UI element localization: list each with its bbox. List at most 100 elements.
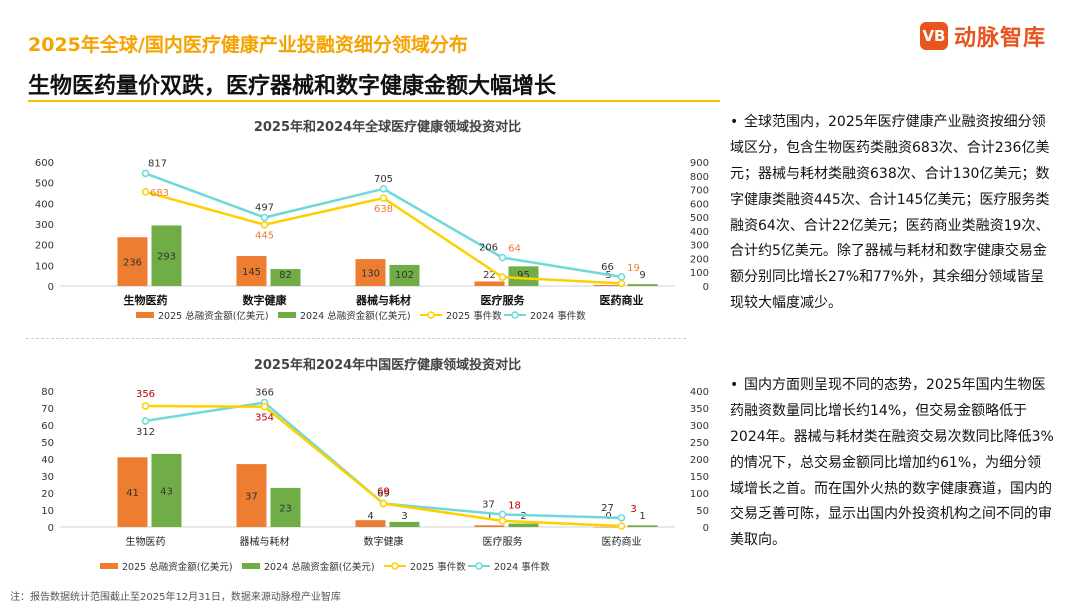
chart-divider xyxy=(26,338,686,339)
event-2024-label: 312 xyxy=(136,427,155,438)
bar-2025-label: 1 xyxy=(486,511,492,522)
bar-2025 xyxy=(355,520,386,527)
category-label: 器械与耗材 xyxy=(355,293,411,307)
line-2025-point xyxy=(260,402,269,411)
line-2025-point xyxy=(379,194,388,202)
bar-2024-label: 102 xyxy=(395,270,414,281)
bullet-icon: • xyxy=(730,114,739,130)
logo-text: 动脉智库 xyxy=(953,26,1046,51)
bar-2024-label: 3 xyxy=(401,511,407,522)
text-global-body: 全球范围内，2025年医疗健康产业融资按细分领域区分，包含生物医药类融资683次… xyxy=(730,114,1050,312)
event-2024-label: 66 xyxy=(601,262,614,273)
y-tick-label: 80 xyxy=(41,387,54,398)
event-2025-label: 18 xyxy=(508,500,521,511)
bar-2024 xyxy=(270,269,301,286)
text-china-body: 国内方面则呈现不同的态势，2025年国内生物医药融资数量同比增长约14%，但交易… xyxy=(730,377,1054,549)
line-2025-point xyxy=(141,402,150,410)
text-china: • 国内方面则呈现不同的态势，2025年国内生物医药融资数量同比增长约14%，但交… xyxy=(730,373,1055,554)
line-2025 xyxy=(145,404,622,528)
legend-swatch xyxy=(242,563,260,569)
y2-tick-label: 250 xyxy=(690,438,709,449)
bullet-icon: • xyxy=(730,377,739,393)
bar-2024 xyxy=(151,225,182,286)
category-label: 医疗服务 xyxy=(481,293,526,307)
y2-tick-label: 0 xyxy=(703,282,709,293)
y2-tick-label: 0 xyxy=(703,523,709,534)
bar-2025 xyxy=(117,457,148,527)
bar-2025-label: 130 xyxy=(361,269,380,280)
bar-2024-label: 1 xyxy=(639,511,645,522)
event-2024-label: 27 xyxy=(601,503,614,514)
legend-label: 2024 总融资金额(亿美元) xyxy=(300,310,411,322)
bar-2024-label: 43 xyxy=(160,486,173,497)
event-2024-label: 69 xyxy=(377,489,390,500)
event-2025-label: 19 xyxy=(627,263,640,274)
event-2024-label: 497 xyxy=(255,203,274,214)
bar-2024-label: 82 xyxy=(279,270,292,281)
bar-2025-label: 236 xyxy=(123,258,142,269)
y-tick-label: 30 xyxy=(41,472,54,483)
legend-label: 2024 事件数 xyxy=(530,310,586,322)
event-2025-label: 356 xyxy=(136,389,155,400)
bar-2025-label: 4 xyxy=(367,511,373,522)
legend-marker xyxy=(475,562,483,570)
bar-2024-label: 9 xyxy=(639,270,645,281)
y-tick-label: 10 xyxy=(41,506,54,517)
bar-2024-label: 23 xyxy=(279,503,292,514)
bar-2025 xyxy=(593,527,624,528)
bar-2024 xyxy=(151,453,182,527)
bar-2025 xyxy=(474,281,505,286)
category-label: 医药商业 xyxy=(600,293,644,307)
legend-label: 2024 总融资金额(亿美元) xyxy=(264,561,375,573)
y2-tick-label: 800 xyxy=(690,172,709,183)
bar-2025 xyxy=(355,259,386,286)
brand-logo: VB 动脉智库 xyxy=(919,20,1046,52)
bar-2025-label: 37 xyxy=(245,492,258,503)
chart-title: 2025年和2024年中国医疗健康领域投资对比 xyxy=(254,357,521,373)
y-tick-label: 50 xyxy=(41,438,54,449)
line-2025-point xyxy=(379,499,388,508)
bar-2025-label: 41 xyxy=(126,488,139,499)
category-label: 医药商业 xyxy=(602,535,642,548)
category-label: 器械与耗材 xyxy=(240,535,290,548)
event-2025-label: 69 xyxy=(377,487,390,498)
y2-tick-label: 50 xyxy=(696,506,709,517)
bar-2025 xyxy=(236,256,267,286)
bar-2024-label: 2 xyxy=(520,511,526,522)
line-2025-point xyxy=(141,188,150,196)
y-tick-label: 20 xyxy=(41,489,54,500)
bar-2024 xyxy=(627,284,658,286)
y2-tick-label: 100 xyxy=(690,489,709,500)
legend-label: 2025 总融资金额(亿美元) xyxy=(122,561,233,573)
line-2024-point xyxy=(617,514,626,522)
bar-2024 xyxy=(627,525,658,527)
y-tick-label: 500 xyxy=(35,179,54,190)
line-2024-point xyxy=(260,213,269,222)
bar-2025 xyxy=(236,464,267,527)
bar-2024 xyxy=(389,264,420,286)
event-2025-label: 354 xyxy=(255,413,274,424)
global-investment-chart: 2025年和2024年全球医疗健康领域投资对比 0 100 200 300 400 500 6… xyxy=(35,119,709,322)
event-2025-label: 683 xyxy=(150,188,169,199)
bar-2024 xyxy=(508,266,539,286)
china-investment-chart: 2025年和2024年中国医疗健康领域投资对比01020304050607080… xyxy=(41,357,709,573)
category-label: 生物医药 xyxy=(126,535,166,548)
event-2024-label: 37 xyxy=(482,499,495,510)
y-tick-label: 0 xyxy=(48,282,54,293)
bar-2024 xyxy=(389,521,420,527)
category-label: 数字健康 xyxy=(243,293,288,307)
line-2025-point xyxy=(260,220,269,229)
line-2025-point xyxy=(617,522,626,530)
legend-swatch xyxy=(100,563,118,569)
legend-label: 2025 事件数 xyxy=(410,561,466,573)
bar-2025 xyxy=(474,525,505,527)
event-2024-label: 705 xyxy=(374,174,393,185)
bar-2024-label: 293 xyxy=(157,252,176,263)
bar-2025-label: 22 xyxy=(483,270,496,281)
y2-tick-label: 200 xyxy=(690,254,709,265)
y-tick-label: 60 xyxy=(41,421,54,432)
y2-tick-label: 600 xyxy=(690,199,709,210)
legend-label: 2025 总融资金额(亿美元) xyxy=(158,310,269,322)
event-2024-label: 366 xyxy=(255,388,274,399)
y-tick-label: 100 xyxy=(35,261,54,272)
